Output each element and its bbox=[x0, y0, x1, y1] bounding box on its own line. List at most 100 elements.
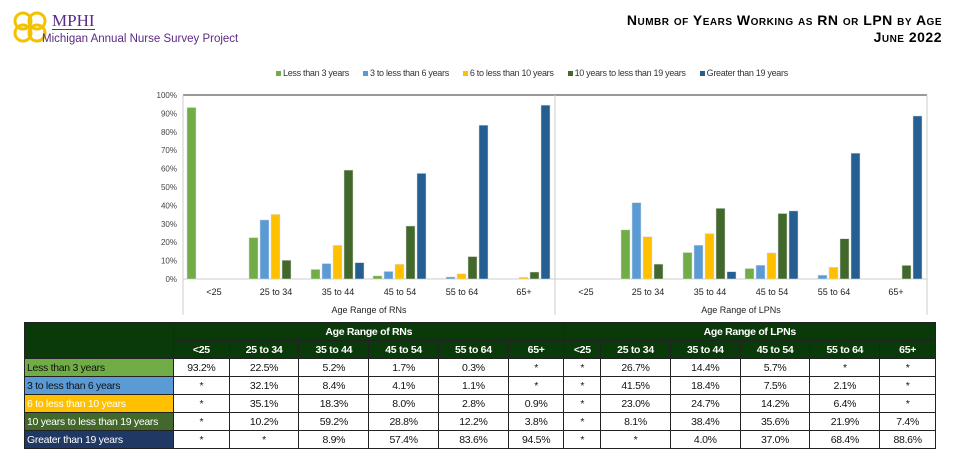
column-header: 35 to 44 bbox=[298, 340, 370, 359]
table-cell: 8.1% bbox=[600, 412, 671, 431]
table-cell: 37.0% bbox=[739, 430, 811, 449]
table-cell: 18.4% bbox=[669, 376, 741, 395]
table-cell: * bbox=[228, 430, 300, 449]
table-cell: 35.1% bbox=[228, 394, 300, 413]
bar bbox=[434, 278, 445, 280]
column-header: 65+ bbox=[879, 340, 936, 359]
y-tick-label: 50% bbox=[161, 183, 177, 192]
title-line-1: Numbr of Years Working as RN or LPN by A… bbox=[626, 12, 942, 28]
table-row: 6 to less than 10 years * 35.1% 18.3% 8.0% 2.… bbox=[24, 394, 936, 413]
bar bbox=[467, 256, 478, 280]
table-cell: 14.2% bbox=[739, 394, 811, 413]
table-cell: 1.7% bbox=[368, 358, 440, 377]
table-cell: 32.1% bbox=[228, 376, 300, 395]
bar bbox=[704, 233, 715, 280]
bar bbox=[332, 245, 343, 280]
logo-mark-icon bbox=[13, 11, 47, 43]
table-cell: * bbox=[173, 430, 230, 449]
table-cell: 8.0% bbox=[368, 394, 440, 413]
column-header: 65+ bbox=[507, 340, 565, 359]
table-cell: 0.3% bbox=[438, 358, 509, 377]
table-cell: 14.4% bbox=[669, 358, 741, 377]
table-cell: 3.8% bbox=[507, 412, 565, 431]
table-cell: * bbox=[563, 394, 602, 413]
column-header: <25 bbox=[563, 340, 602, 359]
legend-item: 6 to less than 10 years bbox=[462, 68, 554, 78]
data-table: Age Range of RNs Age Range of LPNs <25 25 t… bbox=[24, 322, 936, 449]
legend-swatch bbox=[462, 70, 468, 76]
table-header-row: <25 25 to 34 35 to 44 45 to 54 55 to 64 65+ <2… bbox=[25, 340, 936, 359]
table-cell: 8.4% bbox=[298, 376, 370, 395]
bar bbox=[828, 266, 839, 280]
bar bbox=[186, 107, 197, 280]
table-cell: 23.0% bbox=[600, 394, 671, 413]
bar bbox=[788, 210, 799, 280]
table-cell: 22.5% bbox=[228, 358, 300, 377]
table-cell: 24.7% bbox=[669, 394, 741, 413]
table-cell: 7.5% bbox=[739, 376, 811, 395]
bar bbox=[281, 259, 292, 280]
table-cell: * bbox=[563, 376, 602, 395]
bar bbox=[321, 263, 332, 280]
x-axis-title: Age Range of RNs bbox=[331, 305, 407, 315]
x-axis-title: Age Range of LPNs bbox=[701, 305, 781, 315]
bar bbox=[682, 252, 693, 280]
logo-subtitle: Michigan Annual Nurse Survey Project bbox=[42, 33, 239, 45]
table-cell: 4.1% bbox=[368, 376, 440, 395]
y-tick-label: 100% bbox=[157, 91, 177, 100]
x-tick-label: <25 bbox=[206, 287, 221, 297]
x-tick-label: 25 to 34 bbox=[632, 287, 665, 297]
bar bbox=[642, 236, 653, 280]
legend-item: Greater than 19 years bbox=[699, 68, 789, 78]
bar bbox=[354, 262, 365, 280]
corner-cell bbox=[24, 322, 174, 359]
bar bbox=[817, 274, 828, 280]
bar bbox=[693, 244, 704, 280]
column-header: 45 to 54 bbox=[739, 340, 811, 359]
table-cell: * bbox=[507, 358, 565, 377]
y-tick-label: 30% bbox=[161, 220, 177, 229]
x-tick-label: 65+ bbox=[516, 287, 531, 297]
bar bbox=[518, 277, 529, 280]
bar bbox=[310, 269, 321, 280]
column-header: 55 to 64 bbox=[438, 340, 509, 359]
table-cell: * bbox=[507, 376, 565, 395]
bar bbox=[715, 208, 726, 280]
y-tick-label: 20% bbox=[161, 238, 177, 247]
legend-item: 3 to less than 6 years bbox=[362, 68, 449, 78]
table-cell: * bbox=[173, 394, 230, 413]
legend-label: 10 years to less than 19 years bbox=[574, 68, 686, 78]
table-cell: 59.2% bbox=[298, 412, 370, 431]
row-label: Greater than 19 years bbox=[24, 430, 174, 449]
bar bbox=[405, 225, 416, 280]
bar bbox=[456, 273, 467, 280]
bar bbox=[901, 265, 912, 280]
table-cell: 83.6% bbox=[438, 430, 509, 449]
table-cell: * bbox=[879, 376, 936, 395]
bar bbox=[270, 214, 281, 280]
x-tick-label: 55 to 64 bbox=[818, 287, 851, 297]
title-line-2: June 2022 bbox=[873, 29, 942, 45]
y-tick-label: 80% bbox=[161, 128, 177, 137]
x-tick-label: 65+ bbox=[888, 287, 903, 297]
table-row: 3 to less than 6 years * 32.1% 8.4% 4.1% 1.1%… bbox=[24, 376, 936, 395]
y-tick-label: 0% bbox=[165, 275, 177, 284]
table-cell: 26.7% bbox=[600, 358, 671, 377]
legend-item: Less than 3 years bbox=[276, 68, 349, 78]
row-label: 3 to less than 6 years bbox=[24, 376, 174, 395]
bar-chart: 0% 10% 20% 30% 40% 50% 60% 70% 80% 90% 100% <25 25 t… bbox=[157, 91, 928, 315]
bar bbox=[777, 213, 788, 280]
table-cell: * bbox=[563, 358, 602, 377]
legend-swatch bbox=[699, 70, 705, 76]
x-tick-label: 35 to 44 bbox=[694, 287, 727, 297]
table-cell: 41.5% bbox=[600, 376, 671, 395]
legend-swatch bbox=[567, 70, 573, 76]
bar bbox=[631, 202, 642, 280]
bar bbox=[248, 237, 259, 280]
bar bbox=[744, 268, 755, 280]
logo-name: MPHI bbox=[52, 11, 95, 30]
column-header: <25 bbox=[173, 340, 230, 359]
legend-label: Greater than 19 years bbox=[706, 68, 789, 78]
bar bbox=[416, 173, 427, 280]
table-cell: 6.4% bbox=[809, 394, 881, 413]
